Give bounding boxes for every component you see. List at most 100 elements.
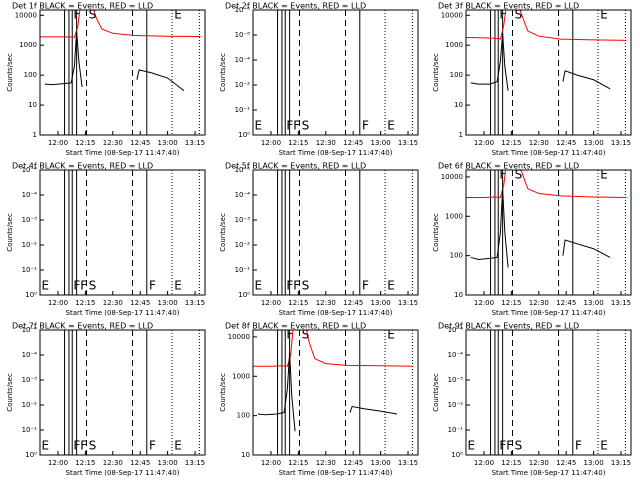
series-line (40, 10, 201, 38)
x-axis-label: Start Time (08-Sep-17 11:47:40) (66, 149, 180, 157)
y-tick-label: 10⁻⁶ (235, 166, 251, 174)
y-tick-label: 10 (241, 451, 250, 459)
y-axis-label: Counts/sec (432, 373, 440, 412)
event-letter: FF (73, 279, 87, 293)
plot-frame (252, 9, 419, 136)
plot-frame (465, 329, 632, 456)
event-letter: S (302, 119, 310, 133)
event-letter: F (73, 8, 80, 22)
x-tick-label: 12:15 (501, 299, 521, 307)
series-line (44, 30, 185, 92)
series-line (466, 170, 627, 199)
x-tick-label: 12:30 (103, 299, 123, 307)
event-letter: E (600, 439, 608, 453)
x-tick-label: 12:45 (343, 299, 363, 307)
event-letter: F (286, 328, 293, 342)
y-tick-label: 1000 (232, 372, 250, 380)
x-tick-label: 13:00 (371, 299, 391, 307)
x-tick-label: 12:15 (75, 139, 95, 147)
x-tick-label: 12:30 (529, 299, 549, 307)
y-axis-label: Counts/sec (219, 53, 227, 92)
x-tick-label: 13:15 (398, 459, 418, 467)
y-tick-label: 10⁻⁴ (448, 351, 464, 359)
y-tick-label: 100 (450, 71, 463, 79)
x-tick-label: 12:45 (343, 459, 363, 467)
x-tick-label: 12:30 (529, 139, 549, 147)
y-tick-label: 10000 (15, 11, 37, 19)
x-tick-label: 12:45 (556, 139, 576, 147)
series-line (257, 352, 398, 432)
x-tick-label: 12:30 (103, 139, 123, 147)
panel: Det 8f BLACK = Events, RED = LLD Counts/s… (219, 322, 419, 477)
y-tick-label: 10⁻¹ (22, 426, 38, 434)
y-tick-label: 10⁻⁴ (235, 56, 251, 64)
x-tick-label: 12:15 (288, 459, 308, 467)
x-tick-label: 13:15 (185, 459, 205, 467)
y-tick-label: 10⁻⁴ (22, 326, 38, 334)
y-tick-label: 10000 (441, 173, 463, 181)
y-tick-label: 10 (454, 291, 463, 299)
x-tick-label: 12:00 (48, 299, 68, 307)
event-letter: E (255, 279, 263, 293)
plot-frame (465, 9, 632, 136)
x-tick-label: 13:00 (371, 459, 391, 467)
event-letter: E (255, 119, 263, 133)
x-tick-label: 13:15 (611, 299, 631, 307)
y-tick-label: 10000 (441, 11, 463, 19)
event-letter: E (174, 439, 182, 453)
x-tick-label: 12:15 (75, 299, 95, 307)
x-tick-label: 13:00 (371, 139, 391, 147)
x-axis-label: Start Time (08-Sep-17 11:47:40) (279, 149, 393, 157)
y-tick-label: 1000 (19, 41, 37, 49)
x-tick-label: 13:15 (398, 299, 418, 307)
x-tick-label: 12:45 (130, 459, 150, 467)
plot-frame (252, 329, 419, 456)
y-tick-label: 10⁻³ (448, 376, 464, 384)
x-tick-label: 12:15 (288, 299, 308, 307)
panel-title: Det 5f BLACK = Events, RED = LLD (225, 162, 366, 171)
y-tick-label: 10⁰ (238, 291, 250, 299)
panel-title: Det 9f BLACK = Events, RED = LLD (438, 322, 579, 331)
y-tick-label: 10⁰ (451, 451, 463, 459)
y-tick-label: 100 (24, 71, 37, 79)
y-tick-label: 10⁻³ (22, 216, 38, 224)
x-tick-label: 12:00 (474, 139, 494, 147)
x-axis-label: Start Time (08-Sep-17 11:47:40) (279, 469, 393, 477)
panel-title: Det 2f BLACK = Events, RED = LLD (225, 2, 366, 11)
x-tick-label: 13:15 (611, 459, 631, 467)
event-letter: F (575, 439, 582, 453)
y-tick-label: 10000 (228, 333, 250, 341)
y-tick-label: 1 (33, 131, 37, 139)
event-letter: S (515, 439, 523, 453)
y-tick-label: 10⁻¹ (235, 266, 251, 274)
x-tick-label: 12:30 (103, 459, 123, 467)
x-tick-label: 12:30 (316, 139, 336, 147)
plot-frame (39, 169, 206, 296)
y-axis-label: Counts/sec (219, 213, 227, 252)
event-letter: E (42, 439, 50, 453)
x-tick-label: 12:30 (529, 459, 549, 467)
y-tick-label: 10⁻² (235, 241, 251, 249)
y-axis-label: Counts/sec (6, 373, 14, 412)
y-axis-label: Counts/sec (219, 373, 227, 412)
y-tick-label: 10⁻³ (235, 216, 251, 224)
x-tick-label: 13:00 (584, 139, 604, 147)
y-tick-label: 10⁻⁴ (448, 326, 464, 334)
y-tick-label: 10⁰ (25, 451, 37, 459)
event-letter: F (362, 119, 369, 133)
x-tick-label: 13:15 (185, 299, 205, 307)
panel: Det 3f BLACK = Events, RED = LLD Counts/s… (432, 2, 632, 157)
series-line (253, 330, 414, 367)
plot-frame (252, 169, 419, 296)
x-axis-label: Start Time (08-Sep-17 11:47:40) (279, 309, 393, 317)
event-letter: E (387, 279, 395, 293)
x-tick-label: 12:45 (556, 459, 576, 467)
event-letter: FF (286, 119, 300, 133)
event-letter: E (468, 439, 476, 453)
x-tick-label: 12:45 (343, 139, 363, 147)
event-letter: E (42, 279, 50, 293)
x-axis-label: Start Time (08-Sep-17 11:47:40) (492, 309, 606, 317)
y-axis-label: Counts/sec (432, 213, 440, 252)
event-letter: S (302, 279, 310, 293)
event-letter: F (362, 279, 369, 293)
